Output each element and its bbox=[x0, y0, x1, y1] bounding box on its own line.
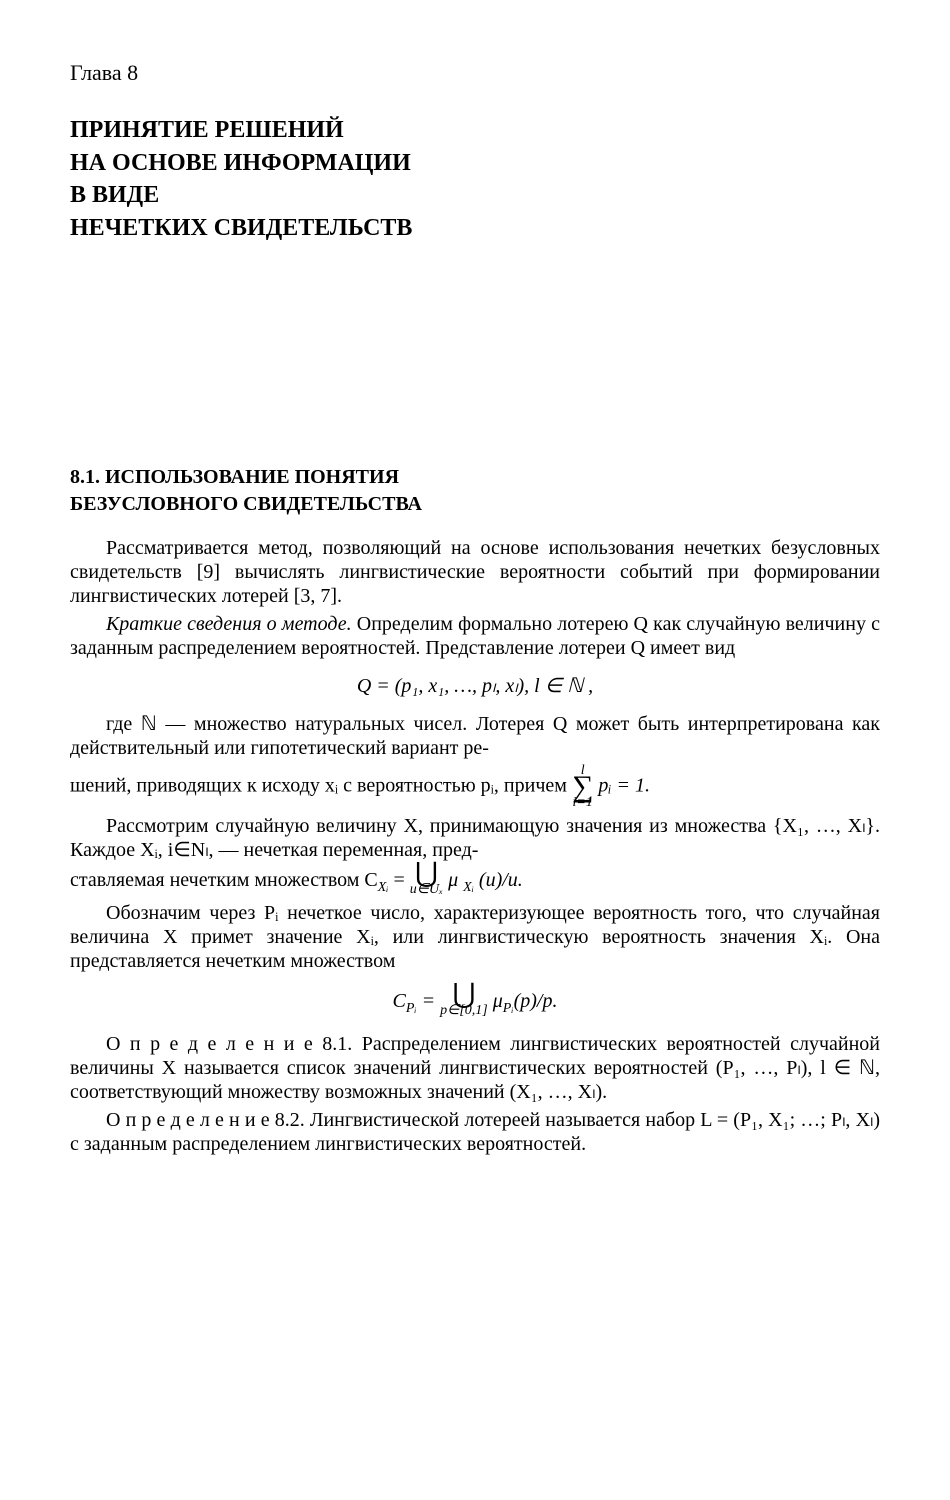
chapter-title: ПРИНЯТИЕ РЕШЕНИЙ НА ОСНОВЕ ИНФОРМАЦИИ В … bbox=[70, 114, 880, 244]
formula-1-body: Q = (p₁, x₁, …, pₗ, xₗ), l ∈ ℕ , bbox=[357, 675, 593, 697]
definition-8-2-label: О п р е д е л е н и е 8.2. bbox=[106, 1109, 305, 1131]
paragraph-3b-pre: шений, приводящих к исходу xᵢ с вероятно… bbox=[70, 775, 572, 797]
paragraph-3b: шений, приводящих к исходу xᵢ с вероятно… bbox=[70, 764, 880, 810]
paragraph-5: Обозначим через Pᵢ нечеткое число, харак… bbox=[70, 901, 880, 973]
p4b-eq: = bbox=[389, 869, 410, 891]
chapter-title-line-2: НА ОСНОВЕ ИНФОРМАЦИИ bbox=[70, 150, 411, 176]
bigcup-2: ⋃ p∈[0,1] bbox=[440, 987, 488, 1018]
paragraph-2: Краткие сведения о методе. Определим фор… bbox=[70, 612, 880, 660]
chapter-title-line-3: В ВИДЕ bbox=[70, 182, 159, 208]
paragraph-4b: ставляемая нечетким множеством CXᵢ = ⋃ u… bbox=[70, 866, 880, 897]
paragraph-3b-post: pᵢ = 1. bbox=[598, 775, 650, 797]
paragraph-4a: Рассмотрим случайную величину X, принима… bbox=[70, 814, 880, 862]
sum-sigma-icon: ∑ bbox=[572, 778, 593, 796]
formula-2-eq: = bbox=[417, 990, 441, 1012]
section-number: 8.1. bbox=[70, 466, 100, 488]
definition-8-1: О п р е д е л е н и е 8.1. Распределение… bbox=[70, 1032, 880, 1104]
sum-symbol: l ∑ i=1 bbox=[572, 764, 593, 810]
p4b-sub-xi: Xᵢ bbox=[378, 880, 389, 895]
union-icon-2: ⋃ bbox=[440, 987, 488, 1004]
definition-8-1-label: О п р е д е л е н и е 8.1. bbox=[106, 1033, 352, 1055]
chapter-label: Глава 8 bbox=[70, 60, 880, 86]
formula-1: Q = (p₁, x₁, …, pₗ, xₗ), l ∈ ℕ , bbox=[70, 674, 880, 698]
paragraph-3a: где ℕ — множество натуральных чисел. Лот… bbox=[70, 712, 880, 760]
formula-2-tail: (p)/p. bbox=[514, 990, 558, 1012]
chapter-title-line-1: ПРИНЯТИЕ РЕШЕНИЙ bbox=[70, 117, 344, 143]
formula-2-lhs: C bbox=[393, 990, 406, 1012]
paragraph-2-lead: Краткие сведения о методе. bbox=[106, 613, 352, 635]
bigcup-2-under: p∈[0,1] bbox=[440, 1004, 488, 1018]
section-heading: 8.1. ИСПОЛЬЗОВАНИЕ ПОНЯТИЯ БЕЗУСЛОВНОГО … bbox=[70, 464, 880, 518]
p4b-tail: (u)/u. bbox=[474, 869, 523, 891]
section-title-line-2: БЕЗУСЛОВНОГО СВИДЕТЕЛЬСТВА bbox=[70, 493, 422, 515]
p4b-pre: ставляемая нечетким множеством C bbox=[70, 869, 378, 891]
bigcup-1: ⋃ u∈Uₓ bbox=[410, 866, 443, 897]
formula-2: CPᵢ = ⋃ p∈[0,1] μPᵢ(p)/p. bbox=[70, 987, 880, 1018]
sum-lower: i=1 bbox=[572, 796, 593, 810]
union-icon: ⋃ bbox=[410, 866, 443, 883]
section-title-line-1: ИСПОЛЬЗОВАНИЕ ПОНЯТИЯ bbox=[105, 466, 399, 488]
definition-8-2: О п р е д е л е н и е 8.2. Лингвистическ… bbox=[70, 1108, 880, 1156]
p4b-post: μ bbox=[448, 869, 463, 891]
chapter-title-line-4: НЕЧЕТКИХ СВИДЕТЕЛЬСТВ bbox=[70, 215, 412, 241]
bigcup-1-under: u∈Uₓ bbox=[410, 883, 443, 897]
formula-2-post: μ bbox=[493, 990, 503, 1012]
formula-2-sub: Pᵢ bbox=[406, 1001, 417, 1016]
paragraph-1: Рассматривается метод, позволяющий на ос… bbox=[70, 536, 880, 608]
p4b-sub-xi2: Xᵢ bbox=[463, 880, 474, 895]
formula-2-sub2: Pᵢ bbox=[503, 1001, 514, 1016]
